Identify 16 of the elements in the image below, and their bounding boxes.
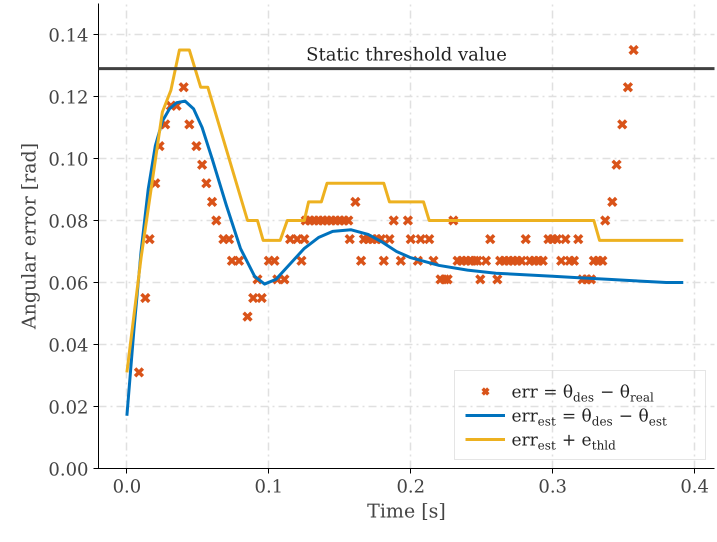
x-tick-label: 0.1 [254,476,284,498]
x-tick-label: 0.4 [680,476,709,498]
y-tick-label: 0.00 [48,460,88,480]
x-tick-label: 0.0 [112,476,142,498]
ref-line-label: Static threshold value [306,44,507,66]
y-tick-label: 0.06 [48,274,88,294]
y-tick-label: 0.04 [48,336,88,356]
x-tick-label: 0.3 [538,476,568,498]
x-tick-label: 0.2 [396,476,426,498]
y-tick-label: 0.02 [48,398,88,418]
y-tick-label: 0.10 [48,150,88,170]
y-tick-label: 0.08 [48,212,88,232]
x-axis-title: Time [s] [367,500,446,522]
y-axis-title: Angular error [rad] [18,142,40,330]
y-tick-label: 0.14 [48,26,88,46]
y-tick-label: 0.12 [48,88,88,108]
